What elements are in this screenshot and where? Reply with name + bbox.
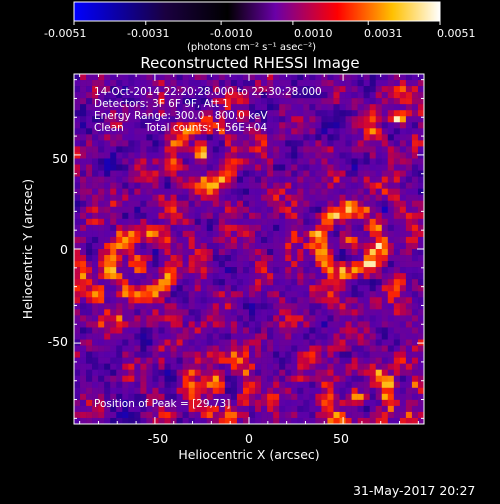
x-axis-label: Heliocentric X (arcsec) (178, 447, 319, 462)
y-tick-label-1: 0 (60, 242, 68, 257)
info-energy-range: Energy Range: 300.0 - 800.0 keV (94, 110, 268, 122)
peak-position-label: Position of Peak = [29,73] (94, 398, 230, 410)
colorbar-tick-label-5: 0.0051 (437, 27, 476, 40)
colorbar-tick-label-0: -0.0051 (44, 27, 86, 40)
info-clean: Clean (94, 122, 124, 134)
plot-title: Reconstructed RHESSI Image (140, 54, 359, 72)
axis-ticks (74, 74, 424, 424)
info-time-range: 14-Oct-2014 22:20:28.000 to 22:30:28.000 (94, 86, 322, 98)
x-tick-label-1: 0 (245, 431, 253, 446)
colorbar-unit-label: (photons cm⁻² s⁻¹ asec⁻²) (187, 42, 316, 53)
timestamp: 31-May-2017 20:27 (353, 483, 475, 498)
y-tick-label-2: -50 (48, 334, 68, 349)
colorbar (73, 1, 441, 22)
colorbar-tick-label-1: -0.0031 (127, 27, 169, 40)
x-tick-label-0: -50 (148, 431, 168, 446)
colorbar-tick-label-2: -0.0010 (210, 27, 252, 40)
reconstructed-image (74, 74, 424, 424)
colorbar-tick-label-4: 0.0031 (364, 27, 403, 40)
info-total-counts: Total counts: 1.56E+04 (144, 122, 267, 134)
x-tick-label-2: 50 (333, 431, 349, 446)
y-axis-label: Heliocentric Y (arcsec) (20, 179, 35, 319)
info-detectors: Detectors: 3F 6F 9F, Att 1 (94, 98, 229, 110)
colorbar-tick-label-3: 0.0010 (294, 27, 333, 40)
y-tick-label-0: 50 (52, 151, 68, 166)
colorbar-ticks (73, 21, 441, 25)
